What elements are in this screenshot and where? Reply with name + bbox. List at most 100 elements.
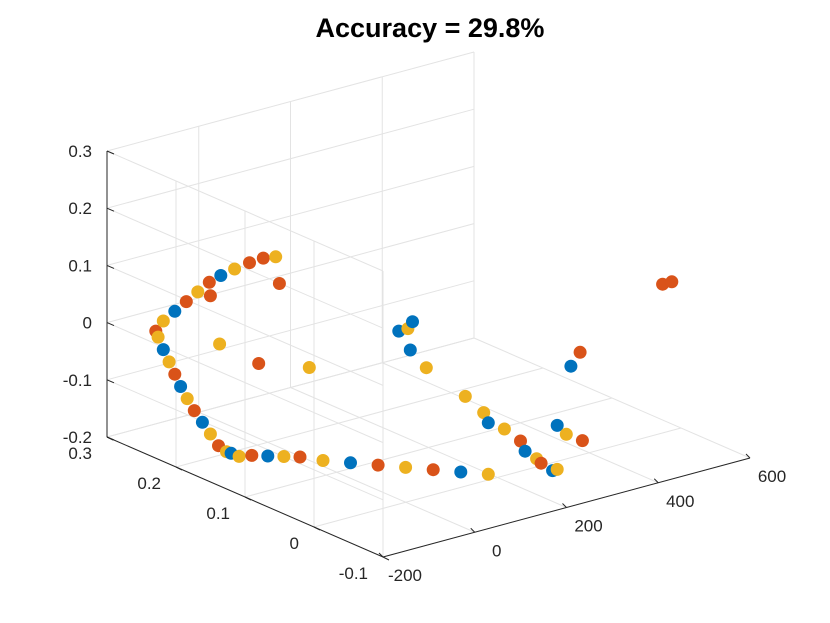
x-tick-label: -200 [388, 566, 422, 585]
data-point [214, 269, 228, 282]
data-point [269, 250, 283, 264]
data-point [575, 434, 589, 448]
data-point [481, 416, 495, 430]
grid-line [106, 322, 384, 444]
data-point [316, 454, 330, 467]
x-tick [745, 453, 751, 459]
data-point [302, 361, 316, 374]
data-point [371, 458, 385, 472]
data-point [403, 343, 417, 357]
x-tick-label: 600 [758, 467, 786, 486]
y-tick-label: 0 [290, 534, 299, 553]
data-point [191, 285, 205, 299]
data-point [179, 295, 193, 309]
y-tick [313, 526, 321, 531]
tick-labels: -2000200400600-0.100.10.20.3-0.2-0.100.1… [63, 142, 786, 585]
grid-line [244, 397, 613, 498]
x-tick-label: 200 [574, 517, 602, 536]
x-tick-label: 400 [666, 492, 694, 511]
data-point [277, 450, 291, 463]
data-point [550, 462, 564, 476]
data-point [481, 467, 495, 481]
data-point [497, 422, 511, 436]
y-tick-label: 0.2 [137, 474, 161, 493]
data-point [187, 404, 201, 418]
data-point [245, 448, 259, 462]
data-point [180, 392, 194, 406]
data-point [344, 456, 357, 470]
z-tick [106, 150, 115, 155]
data-point [573, 345, 587, 359]
axes-grid [106, 51, 751, 558]
data-point [272, 277, 286, 290]
data-point [454, 465, 468, 479]
data-points [149, 250, 679, 481]
y-tick-label: -0.1 [339, 564, 368, 583]
data-point [203, 427, 217, 441]
data-point [261, 449, 275, 463]
data-point [293, 450, 307, 464]
data-point [213, 337, 227, 351]
data-point [156, 314, 170, 328]
grid-line [106, 150, 384, 272]
grid-line [106, 207, 384, 329]
x-tick-label: 0 [492, 541, 501, 560]
data-point [399, 460, 413, 474]
data-point [518, 444, 532, 458]
z-tick-label: 0.2 [68, 199, 92, 218]
z-tick [106, 379, 115, 384]
z-tick-label: -0.1 [63, 371, 92, 390]
y-tick [175, 466, 183, 471]
z-tick-label: 0.3 [68, 142, 92, 161]
z-tick [106, 207, 115, 212]
grid-line [106, 379, 384, 501]
data-point [151, 330, 165, 344]
data-point [550, 418, 564, 432]
grid-line [106, 165, 475, 266]
z-tick-label: 0.1 [68, 256, 92, 275]
data-point [202, 275, 216, 289]
y-tick-label: 0.1 [206, 504, 230, 523]
grid-line [106, 51, 475, 152]
x-tick [378, 552, 384, 558]
z-tick-label: 0 [83, 314, 92, 333]
data-point [195, 415, 209, 429]
data-point [168, 367, 182, 381]
grid-line [106, 223, 475, 324]
z-tick-label: -0.2 [63, 428, 92, 447]
data-point [162, 355, 176, 369]
y-tick [244, 496, 252, 501]
data-point [203, 289, 217, 303]
data-point [243, 256, 256, 270]
data-point [156, 343, 170, 357]
z-tick [106, 322, 115, 327]
x-tick [562, 503, 567, 508]
data-point [252, 357, 266, 370]
data-point [256, 251, 270, 265]
x-tick [653, 478, 659, 484]
y-tick-label: 0.3 [68, 444, 92, 463]
axes-lines [106, 150, 751, 561]
z-tick [106, 436, 115, 441]
y-tick [382, 556, 390, 561]
data-point [559, 427, 573, 441]
data-point [564, 359, 578, 373]
data-point [665, 275, 679, 289]
x-tick [470, 527, 476, 533]
data-point [477, 406, 491, 420]
data-point [458, 389, 472, 403]
data-point [514, 434, 527, 448]
data-point [174, 380, 188, 393]
data-point [426, 463, 440, 477]
grid-line [313, 427, 682, 528]
data-point [419, 361, 433, 375]
data-point [168, 304, 182, 318]
data-point [232, 449, 246, 463]
z-tick [106, 264, 115, 269]
chart-title: Accuracy = 29.8% [316, 13, 545, 43]
data-point [534, 456, 548, 470]
grid-line [106, 264, 384, 386]
grid-line [106, 108, 475, 209]
data-point [406, 315, 419, 329]
